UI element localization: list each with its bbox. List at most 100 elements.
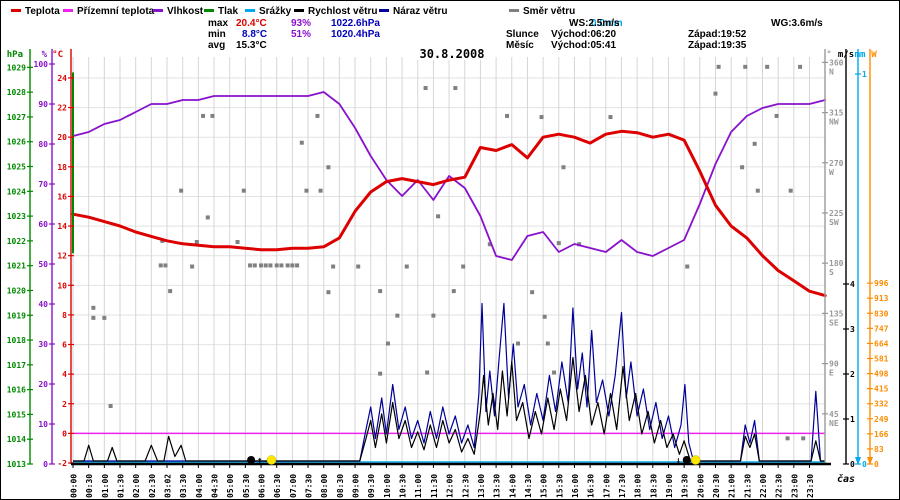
- prizemni-color-dash: [63, 9, 73, 12]
- wind-direction-dot: [785, 436, 790, 441]
- compass-label: NW: [829, 118, 839, 127]
- wind-direction-dot: [539, 115, 544, 120]
- wind-gust-curve: [73, 302, 826, 462]
- wind-direction-dot: [279, 263, 284, 268]
- axis-tick-label: 14: [57, 222, 67, 231]
- x-tick-label: 23:30: [806, 474, 815, 498]
- wind-direction-dot: [542, 314, 547, 319]
- axis-tick-label: 100: [34, 60, 49, 69]
- wind-direction-dot: [685, 264, 690, 269]
- axis-tick-label: 1029: [7, 63, 26, 72]
- axis-tick-label: 10: [57, 281, 67, 290]
- compass-label: SE: [829, 318, 839, 327]
- compass-label: N: [829, 67, 834, 76]
- wind-direction-dot: [248, 263, 253, 268]
- time-axis-label: čas: [837, 473, 855, 485]
- axis-tick-label: 664: [874, 339, 889, 348]
- x-tick-label: 19:30: [681, 474, 690, 498]
- x-tick-label: 09:00: [352, 474, 361, 498]
- axis-tick-label: 20: [57, 133, 67, 142]
- axis-tick-label: 6: [62, 341, 67, 350]
- axis-unit-°C: °C: [52, 50, 63, 60]
- axis-tick-label: 2: [62, 400, 67, 409]
- set-arrow-icon: ↓: [676, 456, 681, 466]
- wind-direction-dot: [108, 403, 113, 408]
- axis-tick-label: 913: [874, 294, 889, 303]
- wind-direction-dot: [326, 165, 331, 170]
- axis-tick-label: 2: [850, 370, 855, 379]
- wind-direction-dot: [356, 264, 361, 269]
- x-tick-label: 04:30: [211, 474, 220, 498]
- wind-direction-dot: [505, 113, 510, 118]
- stat-min-humidity: 51%: [291, 29, 312, 40]
- wind-direction-dot: [205, 215, 210, 220]
- wind-direction-dot: [210, 113, 215, 118]
- moon-label: Měsíc: [506, 40, 534, 51]
- stat-min-label: min: [208, 29, 226, 40]
- wind-direction-dot: [378, 289, 383, 294]
- axis-tick-label: 20: [38, 380, 48, 389]
- x-tick-label: 06:00: [258, 474, 267, 498]
- wind-direction-dot: [765, 64, 770, 69]
- time-axis: 00:00 00:30 01:00 01:30 02:00 02:30 03:02 03:30…: [70, 462, 831, 498]
- axis-unit-%: %: [42, 50, 48, 60]
- mm-axis-arrow: [855, 457, 861, 465]
- axis-tick-label: 4: [850, 280, 855, 289]
- wind-direction-dot: [395, 313, 400, 318]
- moonrise-time: Východ:05:41: [551, 40, 617, 51]
- axis-tick-label: 1027: [7, 113, 26, 122]
- axis-tick-label: 1: [850, 415, 855, 424]
- sun-marker-dot: [266, 455, 277, 465]
- stat-rain-total: 0.0mm: [591, 18, 623, 29]
- legend-label: Vlhkost: [167, 6, 204, 17]
- x-tick-label: 03:30: [179, 474, 188, 498]
- axis-unit-°: °: [826, 50, 831, 60]
- wind-direction-dot: [774, 113, 779, 118]
- wind-direction-dot: [461, 264, 466, 269]
- axis-tick-label: 50: [38, 260, 48, 269]
- wind-direction-dot: [295, 263, 300, 268]
- wind-direction-dot: [451, 289, 456, 294]
- wind-direction-dot: [425, 370, 430, 375]
- naraz-color-dash: [379, 9, 389, 12]
- x-tick-label: 08:00: [320, 474, 329, 498]
- x-tick-label: 01:00: [101, 474, 110, 498]
- x-tick-label: 05:30: [242, 474, 251, 498]
- axis-tick-label: 80: [38, 140, 48, 149]
- x-tick-label: 04:00: [195, 474, 204, 498]
- wind-direction-dot: [577, 242, 582, 247]
- x-tick-label: 12:30: [461, 474, 470, 498]
- axis-tick-label: 4: [62, 370, 67, 379]
- x-tick-label: 17:30: [618, 474, 627, 498]
- axis-tick-label: 1022: [7, 237, 26, 246]
- x-tick-label: 17:00: [602, 474, 611, 498]
- x-tick-label: 19:00: [665, 474, 674, 498]
- wind-direction-dot: [91, 305, 96, 310]
- wind-direction-dot: [168, 289, 173, 294]
- axis-tick-label: 0: [850, 460, 855, 469]
- x-tick-label: 09:30: [367, 474, 376, 498]
- axis-tick-label: 1024: [7, 187, 26, 196]
- axis-tick-label: 1019: [7, 311, 26, 320]
- x-tick-label: 18:30: [649, 474, 658, 498]
- stat-avg-temp: 15.3°C: [236, 40, 267, 51]
- vlhkost-color-dash: [153, 9, 163, 12]
- axis-tick-label: 1013: [7, 460, 26, 469]
- teplota-color-dash: [11, 9, 21, 12]
- axis-tick-label: 18: [57, 163, 67, 172]
- axis-tick-label: 1021: [7, 262, 26, 271]
- stat-max-pressure: 1022.6hPa: [331, 18, 380, 29]
- axis-tick-label: 332: [874, 400, 889, 409]
- axis-tick-label: 315: [829, 109, 844, 118]
- stat-wind-gust-max: WG:3.6m/s: [771, 18, 823, 29]
- axis-tick-label: 1025: [7, 163, 26, 172]
- wind-direction-dot: [556, 241, 561, 246]
- axis-tick-label: 0: [874, 460, 879, 469]
- axis-unit-W: W: [871, 50, 877, 60]
- wind-direction-dot: [263, 263, 268, 268]
- axis-tick-label: 830: [874, 309, 889, 318]
- axis-tick-label: 135: [829, 309, 844, 318]
- smer-color-dash: [509, 9, 519, 12]
- x-tick-label: 05:00: [226, 474, 235, 498]
